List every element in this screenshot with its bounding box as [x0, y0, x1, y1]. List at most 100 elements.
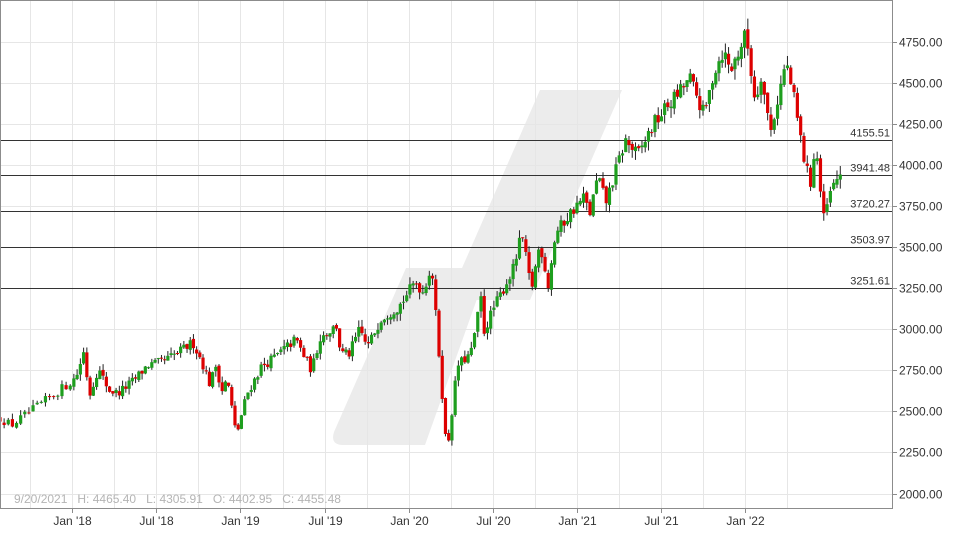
candle-up [256, 377, 260, 380]
candle-up [43, 396, 48, 403]
candle-up [127, 380, 131, 389]
candle-down [799, 116, 803, 136]
candle-up [517, 237, 522, 259]
candle-up [14, 422, 19, 428]
candle-up [114, 389, 118, 393]
candle-up [620, 153, 625, 156]
candle-up [239, 415, 244, 429]
candle-down [808, 167, 813, 187]
candle-down [746, 29, 750, 49]
candle-down [527, 252, 531, 274]
candle-up [401, 301, 406, 303]
candle-up [382, 319, 386, 323]
candle-down [198, 352, 202, 358]
candle-down [347, 350, 351, 357]
level-label: 4155.51 [850, 128, 890, 140]
candle-up [832, 182, 836, 190]
candle-up [472, 333, 477, 348]
candle-down [366, 342, 370, 344]
candle-up [120, 385, 125, 397]
candle-up [559, 220, 563, 232]
candle-down [540, 248, 544, 258]
candle-up [581, 193, 586, 203]
candle-down [546, 272, 550, 289]
plot-frame [0, 0, 893, 509]
candle-down [695, 82, 699, 96]
candle-down [443, 398, 448, 434]
y-tick-label: 2750.00 [899, 364, 943, 378]
candle-down [52, 396, 56, 398]
candle-up [398, 303, 402, 314]
candle-down [298, 340, 303, 348]
candle-down [230, 387, 234, 406]
candle-down [795, 92, 799, 118]
candle-up [318, 341, 322, 354]
y-axis: 2000.00 2250.00 2500.00 2750.00 3000.00 3250.… [892, 36, 943, 502]
candle-down [195, 349, 199, 354]
candle-up [598, 178, 602, 181]
candle-up [772, 119, 776, 130]
candle-up [812, 159, 816, 188]
candle-up [514, 258, 518, 266]
candle-up [456, 365, 460, 381]
candle-up [815, 158, 819, 162]
candle-down [111, 391, 115, 394]
level-label: 3251.61 [850, 276, 890, 288]
candle-up [742, 30, 747, 48]
candle-down [334, 325, 339, 329]
candle-up [492, 307, 496, 310]
candle-up [259, 364, 263, 376]
candle-up [350, 341, 354, 357]
candle-up [353, 336, 358, 342]
candle-up [505, 284, 509, 294]
candle-up [405, 295, 409, 302]
candle-down [482, 296, 486, 334]
candle-down [217, 365, 221, 383]
candle-up [249, 389, 253, 392]
candle-up [408, 284, 412, 295]
y-tick-label: 4500.00 [899, 77, 943, 91]
candle-down [749, 48, 753, 77]
y-tick-label: 3250.00 [899, 282, 943, 296]
candle-up [714, 72, 718, 85]
candle-up [575, 202, 579, 214]
candle-up [269, 355, 273, 369]
candle-down [524, 239, 528, 253]
candle-up [395, 312, 399, 315]
candle-up [688, 73, 692, 83]
x-tick-label: Jan '19 [221, 514, 260, 528]
candle-up [556, 230, 560, 243]
candle-down [437, 310, 441, 357]
y-tick-label: 4250.00 [899, 118, 943, 132]
candle-up [659, 116, 664, 122]
candle-up [617, 155, 621, 163]
candle-down [124, 386, 128, 389]
horizontal-levels: 4155.51 3941.48 3720.27 3503.97 3251.61 [0, 128, 892, 289]
candle-up [785, 65, 790, 69]
candle-up [633, 146, 638, 152]
candle-down [601, 178, 605, 188]
candle-down [585, 192, 589, 203]
candle-down [10, 419, 14, 427]
candle-up [312, 358, 316, 372]
candle-down [302, 347, 306, 358]
candle-up [720, 59, 724, 63]
candle-down [418, 283, 422, 293]
candle-up [607, 187, 612, 205]
candle-up [759, 81, 763, 95]
candle-up [508, 279, 512, 284]
candle-down [64, 385, 68, 390]
x-tick-label: Jul '20 [476, 514, 511, 528]
candle-up [479, 296, 483, 312]
candle-up [91, 386, 95, 396]
candle-up [707, 89, 711, 104]
candle-down [117, 391, 121, 396]
candle-up [485, 327, 490, 334]
candle-up [611, 185, 615, 188]
candle-up [331, 326, 335, 334]
candle-up [466, 354, 470, 363]
candle-up [223, 381, 227, 392]
candle-up [214, 366, 218, 372]
candle-down [805, 163, 809, 166]
candle-down [726, 53, 731, 65]
